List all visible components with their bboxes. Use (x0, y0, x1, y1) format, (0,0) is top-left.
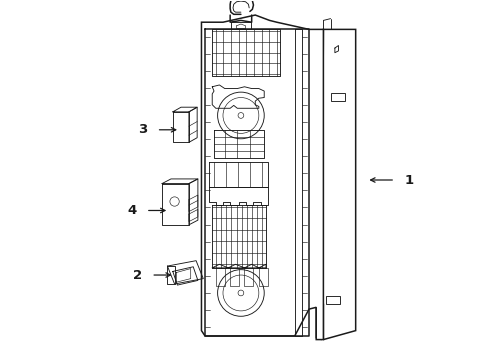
Text: 4: 4 (127, 204, 137, 217)
Polygon shape (316, 30, 355, 339)
Text: 1: 1 (403, 174, 412, 186)
Polygon shape (201, 15, 323, 339)
Text: 2: 2 (133, 269, 142, 282)
Text: 3: 3 (138, 123, 147, 136)
